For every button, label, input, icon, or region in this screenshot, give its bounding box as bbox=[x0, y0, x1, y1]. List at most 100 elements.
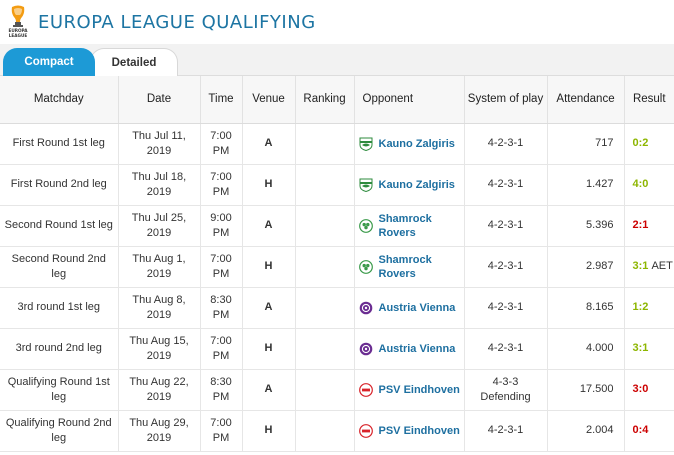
opponent-cell: Kauno Zalgiris bbox=[354, 164, 465, 206]
result-score[interactable]: 0:2 bbox=[632, 137, 649, 149]
tab-compact[interactable]: Compact bbox=[3, 48, 95, 76]
venue-cell: H bbox=[242, 328, 296, 370]
ranking-cell bbox=[295, 410, 355, 452]
system-cell: 4-2-3-1 bbox=[464, 123, 548, 165]
opponent-cell: Austria Vienna bbox=[354, 328, 465, 370]
tab-detailed[interactable]: Detailed bbox=[90, 48, 178, 76]
table-row: Second Round 1st leg Thu Jul 25, 2019 9:00… bbox=[0, 205, 674, 247]
time-cell: 7:00 PM bbox=[200, 164, 243, 206]
time-cell: 8:30 PM bbox=[200, 287, 243, 329]
result-cell[interactable]: 3:1 bbox=[624, 328, 674, 370]
result-score[interactable]: 3:0 bbox=[632, 383, 649, 395]
col-header-system[interactable]: System of play bbox=[464, 76, 548, 124]
col-header-time[interactable]: Time bbox=[200, 76, 243, 124]
col-header-result[interactable]: Result bbox=[624, 76, 674, 124]
table-row: Qualifying Round 2nd leg Thu Aug 29, 2019… bbox=[0, 410, 674, 452]
result-cell[interactable]: 3:0 bbox=[624, 369, 674, 411]
opponent-cell: Austria Vienna bbox=[354, 287, 465, 329]
result-cell[interactable]: 0:2 bbox=[624, 123, 674, 165]
matchday-cell: Qualifying Round 2nd leg bbox=[0, 410, 119, 452]
matchday-cell: Second Round 2nd leg bbox=[0, 246, 119, 288]
result-cell[interactable]: 2:1 bbox=[624, 205, 674, 247]
venue-cell: H bbox=[242, 246, 296, 288]
psv-eindhoven-crest-icon bbox=[358, 382, 373, 397]
system-cell: 4-3-3 Defending bbox=[464, 369, 548, 411]
date-cell: Thu Aug 8, 2019 bbox=[118, 287, 201, 329]
matchday-cell: Second Round 1st leg bbox=[0, 205, 119, 247]
system-cell: 4-2-3-1 bbox=[464, 205, 548, 247]
opponent-link[interactable]: PSV Eindhoven bbox=[378, 383, 460, 396]
table-row: First Round 1st leg Thu Jul 11, 2019 7:00 … bbox=[0, 123, 674, 165]
col-header-opponent[interactable]: Opponent bbox=[354, 76, 465, 124]
col-header-matchday[interactable]: Matchday bbox=[0, 76, 119, 124]
venue-cell: A bbox=[242, 369, 296, 411]
col-header-venue[interactable]: Venue bbox=[242, 76, 296, 124]
psv-eindhoven-crest-icon bbox=[358, 423, 373, 438]
col-header-ranking[interactable]: Ranking bbox=[295, 76, 355, 124]
venue-cell: H bbox=[242, 164, 296, 206]
venue-cell: A bbox=[242, 123, 296, 165]
opponent-link[interactable]: Austria Vienna bbox=[378, 301, 456, 314]
table-row: 3rd round 1st leg Thu Aug 8, 2019 8:30 PM A… bbox=[0, 287, 674, 329]
opponent-cell: Shamrock Rovers bbox=[354, 205, 465, 247]
table-row: Qualifying Round 1st leg Thu Aug 22, 2019… bbox=[0, 369, 674, 411]
system-cell: 4-2-3-1 bbox=[464, 287, 548, 329]
ranking-cell bbox=[295, 369, 355, 411]
result-cell[interactable]: 0:4 bbox=[624, 410, 674, 452]
opponent-link[interactable]: PSV Eindhoven bbox=[378, 424, 460, 437]
matchday-cell: First Round 1st leg bbox=[0, 123, 119, 165]
time-cell: 7:00 PM bbox=[200, 410, 243, 452]
result-cell[interactable]: 1:2 bbox=[624, 287, 674, 329]
venue-cell: H bbox=[242, 410, 296, 452]
result-suffix: AET bbox=[651, 260, 673, 272]
result-score[interactable]: 4:0 bbox=[632, 178, 649, 190]
date-cell: Thu Aug 29, 2019 bbox=[118, 410, 201, 452]
result-cell[interactable]: 4:0 bbox=[624, 164, 674, 206]
table-row: First Round 2nd leg Thu Jul 18, 2019 7:00 … bbox=[0, 164, 674, 206]
result-score[interactable]: 1:2 bbox=[632, 301, 649, 313]
col-header-attendance[interactable]: Attendance bbox=[547, 76, 625, 124]
date-cell: Thu Aug 15, 2019 bbox=[118, 328, 201, 370]
result-score[interactable]: 2:1 bbox=[632, 219, 649, 231]
date-cell: Thu Jul 18, 2019 bbox=[118, 164, 201, 206]
matchday-cell: 3rd round 2nd leg bbox=[0, 328, 119, 370]
matchday-cell: First Round 2nd leg bbox=[0, 164, 119, 206]
attendance-cell: 8.165 bbox=[547, 287, 625, 329]
opponent-link[interactable]: Shamrock Rovers bbox=[378, 212, 432, 239]
attendance-cell: 717 bbox=[547, 123, 625, 165]
result-cell[interactable]: 3:1 AET bbox=[624, 246, 674, 288]
date-cell: Thu Jul 11, 2019 bbox=[118, 123, 201, 165]
system-cell: 4-2-3-1 bbox=[464, 246, 548, 288]
time-cell: 9:00 PM bbox=[200, 205, 243, 247]
matchday-cell: 3rd round 1st leg bbox=[0, 287, 119, 329]
shamrock-rovers-crest-icon bbox=[358, 259, 373, 274]
opponent-link[interactable]: Shamrock Rovers bbox=[378, 253, 432, 280]
matchday-cell: Qualifying Round 1st leg bbox=[0, 369, 119, 411]
result-score[interactable]: 0:4 bbox=[632, 424, 649, 436]
opponent-link[interactable]: Austria Vienna bbox=[378, 342, 456, 355]
tab-bar: Detailed Compact bbox=[0, 44, 674, 76]
shamrock-rovers-crest-icon bbox=[358, 218, 373, 233]
system-cell: 4-2-3-1 bbox=[464, 328, 548, 370]
system-cell: 4-2-3-1 bbox=[464, 410, 548, 452]
svg-text:EUROPA: EUROPA bbox=[9, 28, 28, 33]
col-header-date[interactable]: Date bbox=[118, 76, 201, 124]
result-score[interactable]: 3:1 bbox=[632, 260, 649, 272]
time-cell: 8:30 PM bbox=[200, 369, 243, 411]
europa-league-trophy-icon: EUROPA LEAGUE bbox=[8, 5, 28, 39]
opponent-link[interactable]: Kauno Zalgiris bbox=[378, 137, 455, 150]
result-score[interactable]: 3:1 bbox=[632, 342, 649, 354]
opponent-cell: Shamrock Rovers bbox=[354, 246, 465, 288]
time-cell: 7:00 PM bbox=[200, 328, 243, 370]
opponent-link[interactable]: Kauno Zalgiris bbox=[378, 178, 455, 191]
kauno-zalgiris-crest-icon bbox=[359, 178, 373, 192]
attendance-cell: 2.004 bbox=[547, 410, 625, 452]
svg-text:LEAGUE: LEAGUE bbox=[9, 33, 28, 38]
system-cell: 4-2-3-1 bbox=[464, 164, 548, 206]
table-header-row: Matchday Date Time Venue Ranking Opponen… bbox=[0, 76, 674, 124]
ranking-cell bbox=[295, 205, 355, 247]
venue-cell: A bbox=[242, 205, 296, 247]
opponent-cell: PSV Eindhoven bbox=[354, 410, 465, 452]
matches-table: Matchday Date Time Venue Ranking Opponen… bbox=[0, 76, 674, 452]
ranking-cell bbox=[295, 123, 355, 165]
